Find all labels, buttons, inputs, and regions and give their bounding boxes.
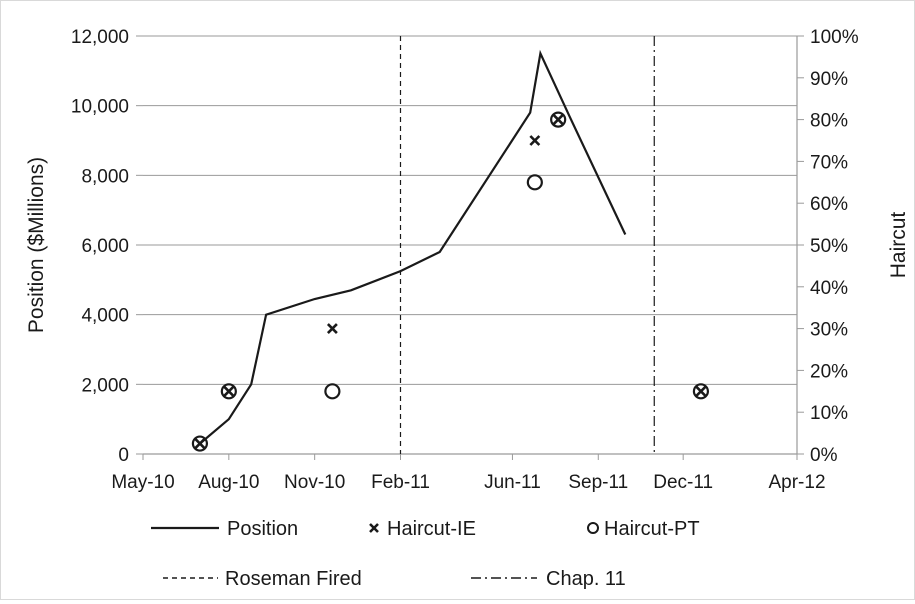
haircut-pt-marker [526,174,543,191]
y-left-tick-label: 12,000 [71,27,129,48]
y-right-tick-label: 30% [810,320,848,341]
x-tick-label: Sep-11 [568,472,628,493]
y-right-axis-title: Haircut [887,212,910,279]
y-left-tick-label: 10,000 [71,97,129,118]
y-right-tick-label: 60% [810,194,848,215]
legend-haircut-ie-swatch [369,523,379,533]
y-right-tick-label: 50% [810,236,848,257]
legend-haircut-pt-label: Haircut-PT [604,518,700,540]
haircut-ie-marker [326,323,338,335]
y-left-axis-title: Position ($Millions) [25,157,48,333]
y-right-tick-label: 90% [810,69,848,90]
legend-x-stroke [369,523,379,533]
y-right-tick-label: 80% [810,111,848,132]
y-left-tick-label: 8,000 [81,166,129,187]
legend-roseman-label: Roseman Fired [225,568,362,590]
haircut-ie-marker [194,438,206,449]
haircut-pt-marker [220,383,237,400]
y-right-tick-label: 20% [810,361,848,382]
y-right-tick-label: 70% [810,152,848,173]
x-tick-label: Nov-10 [284,472,345,493]
haircut-pt-marker [692,383,710,400]
legend: Position Haircut-IE Haircut-PT Roseman Fire… [151,518,700,590]
haircut-ie-stroke [552,114,564,126]
haircut-ie-stroke [223,385,235,397]
y-right-tick-label: 0% [810,445,838,466]
haircut-ie-stroke [194,438,206,449]
x-tick-label: Apr-12 [768,472,825,493]
x-tick-label: Dec-11 [653,472,713,493]
haircut-ie-stroke [326,323,338,335]
x-tick-label: Jun-11 [484,472,541,493]
y-left-tick-label: 4,000 [81,306,129,327]
x-tick-label: Aug-10 [198,472,259,493]
haircut-ie-marker [552,114,564,126]
y-left-tick-label: 6,000 [81,236,129,257]
haircut-ie-marker [223,385,235,397]
haircut-pt-marker [324,383,341,400]
y-left-tick-label: 0 [118,445,129,466]
x-tick-label: Feb-11 [371,472,430,493]
haircut-ie-stroke [695,385,707,397]
y-right-tick-label: 10% [810,403,848,424]
legend-chap11-label: Chap. 11 [546,568,626,590]
y-right-tick-label: 40% [810,278,848,299]
haircut-ie-marker [695,385,707,397]
legend-position-label: Position [227,518,298,540]
haircut-ie-marker [529,135,541,146]
legend-haircut-ie-label: Haircut-IE [387,518,476,540]
haircut-ie-stroke [529,135,541,146]
y-right-tick-label: 100% [810,27,859,48]
haircut-pt-marker [191,435,209,452]
position-line [199,49,627,445]
haircut-pt-marker [550,111,567,128]
y-left-tick-label: 2,000 [81,375,129,396]
legend-haircut-pt-swatch [587,522,599,534]
x-tick-label: May-10 [111,472,174,493]
